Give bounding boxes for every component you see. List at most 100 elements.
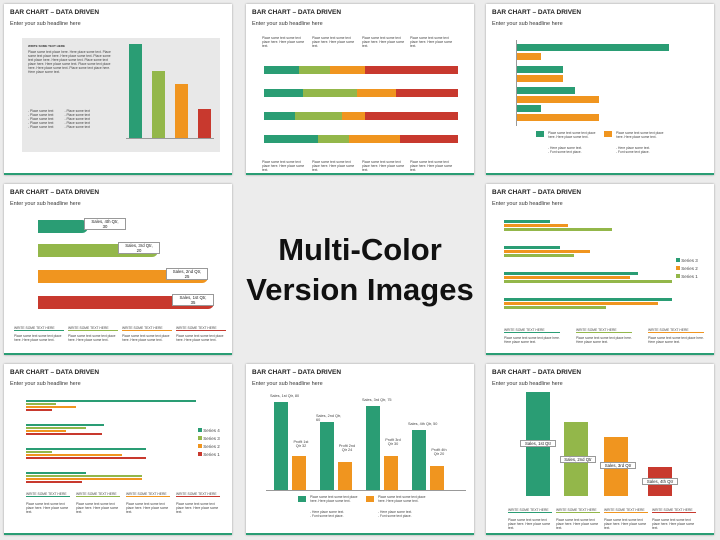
col-text-4: Place some text some text place here. He… <box>652 518 695 530</box>
center-heading-line-1: Multi-Color <box>278 232 442 267</box>
bar-1 <box>517 44 669 51</box>
slide-subtitle: Enter your sub headline here <box>252 381 323 387</box>
label-1st-qtr: Sales, 1st Qtr, 35 <box>172 294 214 306</box>
bar-g2-s4 <box>26 424 104 426</box>
top-text-1: Place some text some text place here. He… <box>262 36 305 48</box>
bar-g4-s1 <box>26 481 82 483</box>
note-right: - Here place some text. - Font some text … <box>616 146 651 154</box>
panel-body: Place some text place here. Here place s… <box>28 50 111 74</box>
col-text-2: Place some text some text place here. He… <box>76 502 119 514</box>
thumbnail-slide-5[interactable]: BAR CHART – DATA DRIVEN Enter your sub h… <box>486 184 714 355</box>
top-text-4: Place some text some text place here. He… <box>410 36 453 48</box>
legend-swatch-green <box>298 496 306 502</box>
bar-g4-s4 <box>26 472 86 474</box>
bar-g3-s1 <box>504 280 672 283</box>
legend-swatch-orange <box>604 131 612 137</box>
slide-title: BAR CHART – DATA DRIVEN <box>252 369 342 376</box>
col-head-1: WRITE SOME TEXT HERE <box>14 326 64 331</box>
slide-subtitle: Enter your sub headline here <box>252 21 323 27</box>
slide-title: BAR CHART – DATA DRIVEN <box>492 9 582 16</box>
thumbnail-slide-4[interactable]: BAR CHART – DATA DRIVEN Enter your sub h… <box>4 184 232 355</box>
col-text-1: Place some text some text place here. He… <box>26 502 69 514</box>
sales-label-2: Sales, 2nd Qtr, 60 <box>316 414 342 422</box>
bar-g3-s3 <box>504 272 638 275</box>
bar-g2-s3 <box>504 246 560 249</box>
bar-g1-s1 <box>504 228 612 231</box>
bottom-text-3: Place some text some text place here. He… <box>362 160 405 172</box>
col-head-2: WRITE SOME TEXT HERE <box>556 508 600 513</box>
note-left: - Here place some text. - Font some text … <box>310 510 345 518</box>
bar-g3-s2 <box>26 454 122 456</box>
col-text-4: Place some text some text place here. He… <box>176 502 219 514</box>
bar-2 <box>517 53 541 60</box>
col-text-3: Place some text some text place here. He… <box>122 334 170 342</box>
center-heading: Multi-Color Version Images <box>240 230 480 310</box>
slide-subtitle: Enter your sub headline here <box>10 21 81 27</box>
bar-profit-1 <box>292 456 306 490</box>
bar-profit-4 <box>430 466 444 490</box>
col-head-3: WRITE SOME TEXT HERE <box>122 326 172 331</box>
bar-sales-4 <box>412 430 426 490</box>
bar-profit-3 <box>384 456 398 490</box>
slide-title: BAR CHART – DATA DRIVEN <box>10 369 100 376</box>
slide-title: BAR CHART – DATA DRIVEN <box>492 369 582 376</box>
bar-3 <box>175 84 188 138</box>
col-text-1: Place some text some text place here. He… <box>504 336 560 344</box>
col-head-1: WRITE SOME TEXT HERE <box>504 328 560 333</box>
thumbnail-slide-1[interactable]: BAR CHART – DATA DRIVEN Enter your sub h… <box>4 4 232 175</box>
col-head-3: WRITE SOME TEXT HERE <box>648 328 704 333</box>
bar-1 <box>129 44 142 138</box>
axis-line <box>266 490 466 491</box>
col-text-1: Place some text some text place here. He… <box>14 334 62 342</box>
bar-g4-s2 <box>504 302 658 305</box>
thumbnail-slide-8[interactable]: BAR CHART – DATA DRIVEN Enter your sub h… <box>486 364 714 535</box>
bottom-text-2: Place some text some text place here. He… <box>312 160 355 172</box>
legend-text-green: Place some text some text place here. He… <box>310 495 358 503</box>
thumbnail-slide-7[interactable]: BAR CHART – DATA DRIVEN Enter your sub h… <box>246 364 474 535</box>
legend-series-4: Series 4 <box>198 428 220 433</box>
bar-g4-s3 <box>26 475 142 477</box>
legend-swatch-orange <box>366 496 374 502</box>
bar-6 <box>517 96 599 103</box>
label-3rd-qtr: Sales, 3rd Qtr <box>600 462 636 469</box>
bar-g1-s4 <box>26 400 196 402</box>
legend-series-3: Series 3 <box>676 258 698 263</box>
slide-subtitle: Enter your sub headline here <box>492 381 563 387</box>
bar-g3-s4 <box>26 448 146 450</box>
thumbnail-slide-2[interactable]: BAR CHART – DATA DRIVEN Enter your sub h… <box>246 4 474 175</box>
bullet-list: - Place some text - Place some text - Pla… <box>28 109 90 129</box>
bar-g3-s2 <box>504 276 630 279</box>
bar-g1-s3 <box>26 403 56 405</box>
label-4th-qtr: Sales, 4th Qtr <box>642 478 678 485</box>
col-text-3: Place some text some text place here. He… <box>604 518 647 530</box>
col-head-1: WRITE SOME TEXT HERE <box>26 492 70 497</box>
bar-7 <box>517 105 541 112</box>
bar-8 <box>517 114 599 121</box>
bar-3 <box>517 66 563 73</box>
stacked-row-4 <box>264 135 458 143</box>
bar-g1-s1 <box>26 409 52 411</box>
bar-g2-s2 <box>26 430 66 432</box>
sales-label-3: Sales, 3rd Qtr, 75 <box>362 398 392 402</box>
axis-line <box>516 40 517 126</box>
note-left: - Here place some text. - Font some text … <box>548 146 583 154</box>
col-text-2: Place some text some text place here. He… <box>68 334 116 342</box>
col-text-1: Place some text some text place here. He… <box>508 518 551 530</box>
top-text-2: Place some text some text place here. He… <box>312 36 355 48</box>
thumbnail-slide-6[interactable]: BAR CHART – DATA DRIVEN Enter your sub h… <box>4 364 232 535</box>
slide-subtitle: Enter your sub headline here <box>492 21 563 27</box>
bar-g1-s2 <box>504 224 568 227</box>
col-head-4: WRITE SOME TEXT HERE <box>176 492 220 497</box>
slide-title: BAR CHART – DATA DRIVEN <box>10 9 100 16</box>
col-head-4: WRITE SOME TEXT HERE <box>652 508 696 513</box>
col-head-2: WRITE SOME TEXT HERE <box>76 492 120 497</box>
thumbnail-slide-3[interactable]: BAR CHART – DATA DRIVEN Enter your sub h… <box>486 4 714 175</box>
bar-g1-s3 <box>504 220 550 223</box>
col-text-2: Place some text some text place here. He… <box>556 518 599 530</box>
bar-g3-s1 <box>26 457 146 459</box>
bar-5 <box>517 87 575 94</box>
legend-series-1: Series 1 <box>198 452 220 457</box>
bar-g2-s1 <box>26 433 102 435</box>
legend-series-1: Series 1 <box>676 274 698 279</box>
bottom-text-4: Place some text some text place here. He… <box>410 160 453 172</box>
